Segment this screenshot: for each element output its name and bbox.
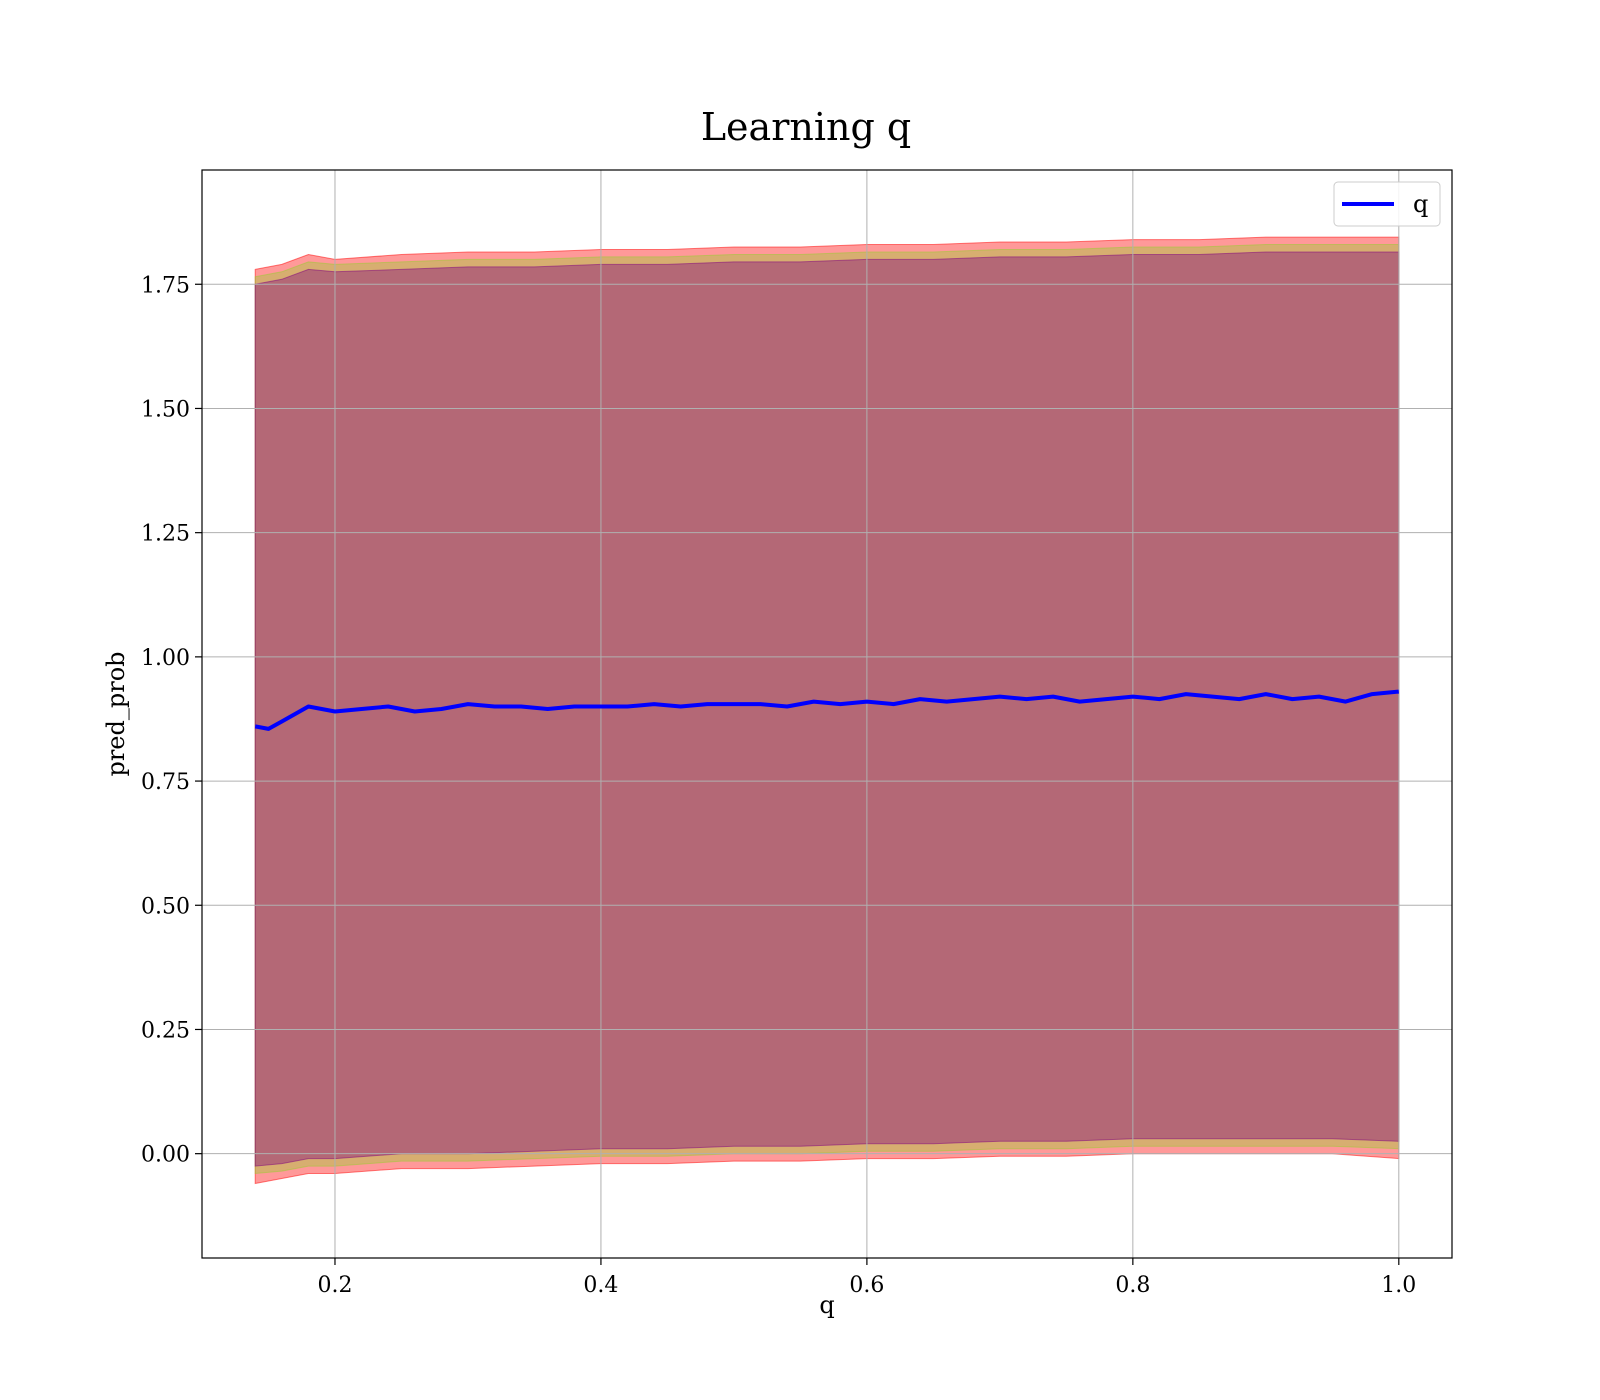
y-tick-label-3: 0.75 [141, 770, 190, 795]
y-tick-label-4: 1.00 [141, 646, 190, 671]
y-axis-ticks: 0.00 0.25 0.50 0.75 1.00 1.25 1.50 1.75 [141, 273, 202, 1168]
y-tick-label-6: 1.50 [141, 397, 190, 422]
plot-frame [201, 169, 1453, 1259]
chart-title: Learning q [701, 105, 911, 149]
series-line-q [254, 689, 1399, 731]
legend-label-q: q [1413, 190, 1428, 218]
y-tick-label-1: 0.25 [141, 1018, 190, 1043]
x-axis-label: q [819, 1291, 834, 1319]
grid-lines [202, 170, 1452, 1258]
series-lines [254, 689, 1399, 731]
legend: q [1333, 181, 1441, 227]
y-tick-label-0: 0.00 [141, 1143, 190, 1168]
x-tick-label-4: 1.0 [1381, 1273, 1416, 1298]
y-axis-label: pred_prob [102, 651, 130, 776]
x-tick-label-3: 0.8 [1115, 1273, 1150, 1298]
confidence-bands [254, 236, 1400, 1185]
x-tick-label-1: 0.4 [583, 1273, 618, 1298]
x-axis-ticks: 0.2 0.4 0.6 0.8 1.0 [317, 1258, 1416, 1298]
y-tick-label-2: 0.50 [141, 894, 190, 919]
y-tick-label-5: 1.25 [141, 522, 190, 547]
x-tick-label-2: 0.6 [849, 1273, 884, 1298]
x-tick-label-0: 0.2 [317, 1273, 352, 1298]
y-tick-label-7: 1.75 [141, 273, 190, 298]
